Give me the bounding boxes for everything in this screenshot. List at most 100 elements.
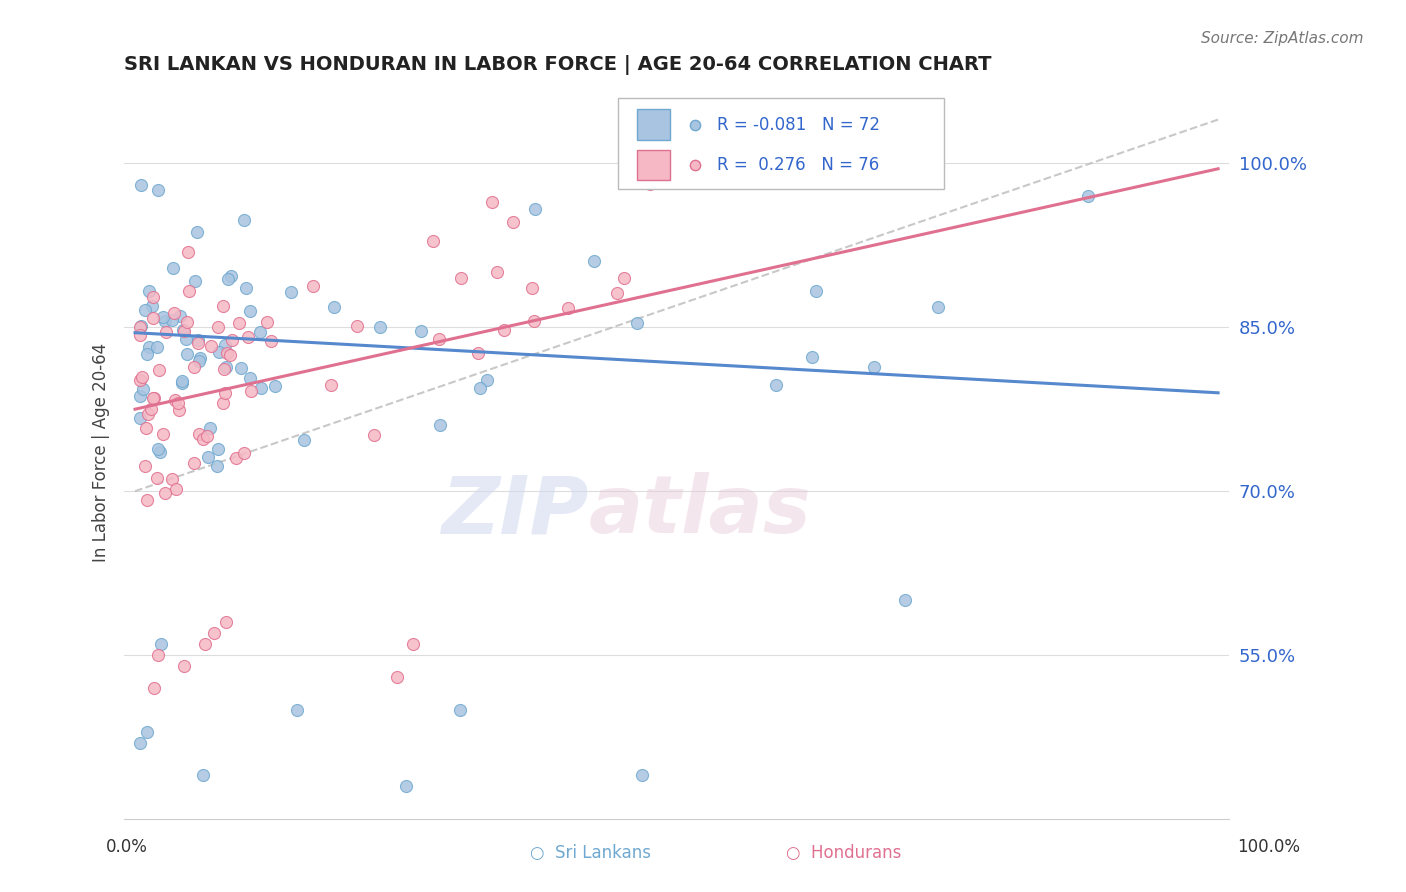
- Point: [422, 234, 444, 248]
- Point: [862, 360, 884, 375]
- Point: [142, 311, 165, 326]
- Point: [146, 183, 169, 197]
- Text: atlas: atlas: [588, 473, 811, 550]
- Point: [260, 334, 283, 348]
- Text: Source: ZipAtlas.com: Source: ZipAtlas.com: [1201, 31, 1364, 46]
- Point: [141, 402, 163, 417]
- Point: [250, 381, 273, 395]
- Point: [249, 325, 271, 339]
- Point: [172, 323, 194, 337]
- Text: R =  0.276   N = 76: R = 0.276 N = 76: [717, 156, 880, 174]
- Point: [235, 281, 257, 295]
- Point: [142, 681, 165, 695]
- Point: [188, 353, 211, 368]
- Point: [188, 351, 211, 366]
- Point: [429, 332, 451, 346]
- Point: [215, 615, 238, 630]
- Point: [193, 768, 215, 782]
- Point: [136, 407, 159, 421]
- Text: 100.0%: 100.0%: [1237, 838, 1301, 855]
- Point: [221, 333, 243, 347]
- Point: [208, 344, 231, 359]
- Point: [215, 346, 238, 360]
- Point: [214, 338, 236, 352]
- Point: [148, 442, 170, 456]
- Point: [523, 314, 546, 328]
- Point: [165, 392, 187, 407]
- Point: [292, 434, 315, 448]
- Point: [481, 194, 503, 209]
- Text: ○  Hondurans: ○ Hondurans: [786, 844, 901, 862]
- Point: [173, 659, 195, 673]
- Point: [134, 302, 156, 317]
- Point: [160, 472, 183, 486]
- Point: [231, 361, 253, 376]
- Point: [186, 225, 208, 239]
- Point: [142, 391, 165, 405]
- Point: [187, 333, 209, 347]
- Point: [212, 396, 235, 410]
- Point: [239, 304, 262, 318]
- Point: [225, 451, 247, 466]
- Point: [211, 299, 233, 313]
- Point: [160, 313, 183, 327]
- Point: [141, 299, 163, 313]
- Point: [927, 300, 949, 314]
- Point: [165, 482, 187, 496]
- Point: [804, 284, 827, 298]
- Point: [212, 362, 235, 376]
- Point: [800, 351, 823, 365]
- Point: [146, 648, 169, 662]
- Text: R = -0.081   N = 72: R = -0.081 N = 72: [717, 116, 880, 134]
- Point: [202, 626, 225, 640]
- Point: [638, 178, 661, 192]
- Point: [228, 316, 250, 330]
- Point: [176, 315, 198, 329]
- Point: [613, 271, 636, 285]
- Point: [167, 403, 190, 417]
- Point: [138, 284, 160, 298]
- Point: [214, 386, 236, 401]
- Point: [129, 735, 152, 749]
- Point: [162, 261, 184, 276]
- Point: [176, 346, 198, 360]
- Point: [129, 389, 152, 403]
- Point: [583, 254, 606, 268]
- Point: [395, 779, 418, 793]
- Point: [449, 703, 471, 717]
- Point: [183, 456, 205, 470]
- Point: [152, 310, 174, 324]
- Point: [321, 378, 343, 392]
- Point: [146, 471, 169, 485]
- Point: [450, 270, 472, 285]
- Point: [502, 215, 524, 229]
- Point: [134, 458, 156, 473]
- Point: [631, 768, 654, 782]
- Point: [238, 330, 260, 344]
- Point: [148, 363, 170, 377]
- Point: [132, 382, 155, 396]
- Point: [166, 396, 188, 410]
- Text: ○  Sri Lankans: ○ Sri Lankans: [530, 844, 651, 862]
- Point: [219, 268, 242, 283]
- FancyBboxPatch shape: [637, 150, 669, 180]
- Point: [205, 458, 228, 473]
- Point: [155, 325, 177, 339]
- Point: [138, 339, 160, 353]
- Point: [302, 279, 325, 293]
- Point: [467, 346, 489, 360]
- Point: [184, 274, 207, 288]
- Point: [215, 359, 238, 374]
- Point: [142, 290, 165, 304]
- Text: SRI LANKAN VS HONDURAN IN LABOR FORCE | AGE 20-64 CORRELATION CHART: SRI LANKAN VS HONDURAN IN LABOR FORCE | …: [124, 55, 991, 75]
- Point: [765, 377, 787, 392]
- Point: [173, 324, 195, 338]
- Point: [191, 432, 214, 446]
- Point: [626, 316, 648, 330]
- Point: [135, 347, 157, 361]
- FancyBboxPatch shape: [619, 98, 943, 189]
- Point: [129, 373, 152, 387]
- Point: [280, 285, 302, 300]
- Point: [232, 213, 254, 227]
- Point: [174, 332, 197, 346]
